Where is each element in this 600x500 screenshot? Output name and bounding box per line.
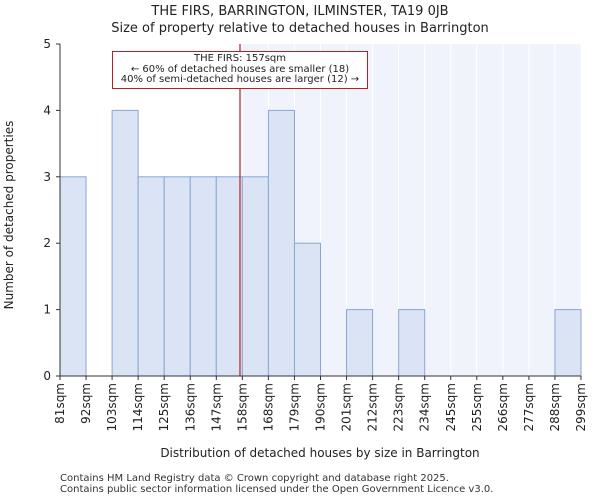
y-axis-label: Number of detached properties — [2, 121, 16, 310]
x-tick-label: 223sqm — [392, 383, 406, 431]
bar-179sqm — [293, 242, 322, 377]
x-tick-label: 212sqm — [366, 383, 380, 431]
y-tick-label: 1 — [43, 303, 51, 317]
annotation-line2: ← 60% of detached houses are smaller (18… — [130, 63, 350, 75]
x-tick-label: 277sqm — [522, 383, 536, 431]
x-tick-label: 147sqm — [209, 383, 223, 431]
bar-81sqm — [59, 176, 87, 377]
x-tick-label: 114sqm — [131, 383, 145, 431]
x-tick-label: 255sqm — [470, 383, 484, 431]
chart-title-line1: THE FIRS, BARRINGTON, ILMINSTER, TA19 0J… — [151, 4, 449, 19]
bar-103sqm — [111, 109, 139, 377]
bar-158sqm — [241, 176, 269, 377]
bar-168sqm — [267, 109, 295, 377]
x-tick-label: 136sqm — [183, 383, 197, 431]
x-tick-label: 158sqm — [235, 383, 249, 431]
x-tick-label: 288sqm — [548, 383, 562, 431]
x-tick-label: 234sqm — [418, 383, 432, 431]
bar-136sqm — [189, 176, 217, 377]
y-tick-label: 5 — [43, 37, 51, 51]
bar-125sqm — [163, 176, 191, 377]
x-tick-label: 245sqm — [444, 383, 458, 431]
x-tick-label: 266sqm — [496, 383, 510, 431]
x-tick-label: 125sqm — [157, 383, 171, 431]
x-tick-label: 299sqm — [574, 383, 588, 431]
x-tick-label: 168sqm — [261, 383, 275, 431]
x-axis-label: Distribution of detached houses by size … — [160, 446, 479, 460]
bar-223sqm — [398, 309, 426, 377]
x-tick-label: 81sqm — [53, 383, 67, 424]
footer-line2: Contains public sector information licen… — [60, 484, 494, 495]
footer-line1: Contains HM Land Registry data © Crown c… — [60, 473, 449, 484]
x-tick-label: 201sqm — [340, 383, 354, 431]
x-tick-label: 92sqm — [79, 383, 93, 424]
y-tick-label: 3 — [43, 170, 51, 184]
bar-114sqm — [137, 176, 165, 377]
y-tick-label: 4 — [43, 103, 51, 117]
chart-title-line2: Size of property relative to detached ho… — [111, 21, 489, 36]
annotation-box: THE FIRS: 157sqm ← 60% of detached house… — [112, 51, 368, 89]
annotation-line3: 40% of semi-detached houses are larger (… — [120, 74, 360, 85]
x-tick-label: 179sqm — [287, 383, 301, 431]
x-tick-label: 190sqm — [314, 383, 328, 431]
annotation-line1: THE FIRS: 157sqm — [193, 53, 287, 64]
y-tick-label: 2 — [43, 236, 51, 250]
bar-201sqm — [346, 309, 374, 377]
y-tick-label: 0 — [43, 369, 51, 383]
x-tick-label: 103sqm — [105, 383, 119, 431]
bar-147sqm — [215, 176, 243, 377]
bar-288sqm — [554, 309, 582, 377]
